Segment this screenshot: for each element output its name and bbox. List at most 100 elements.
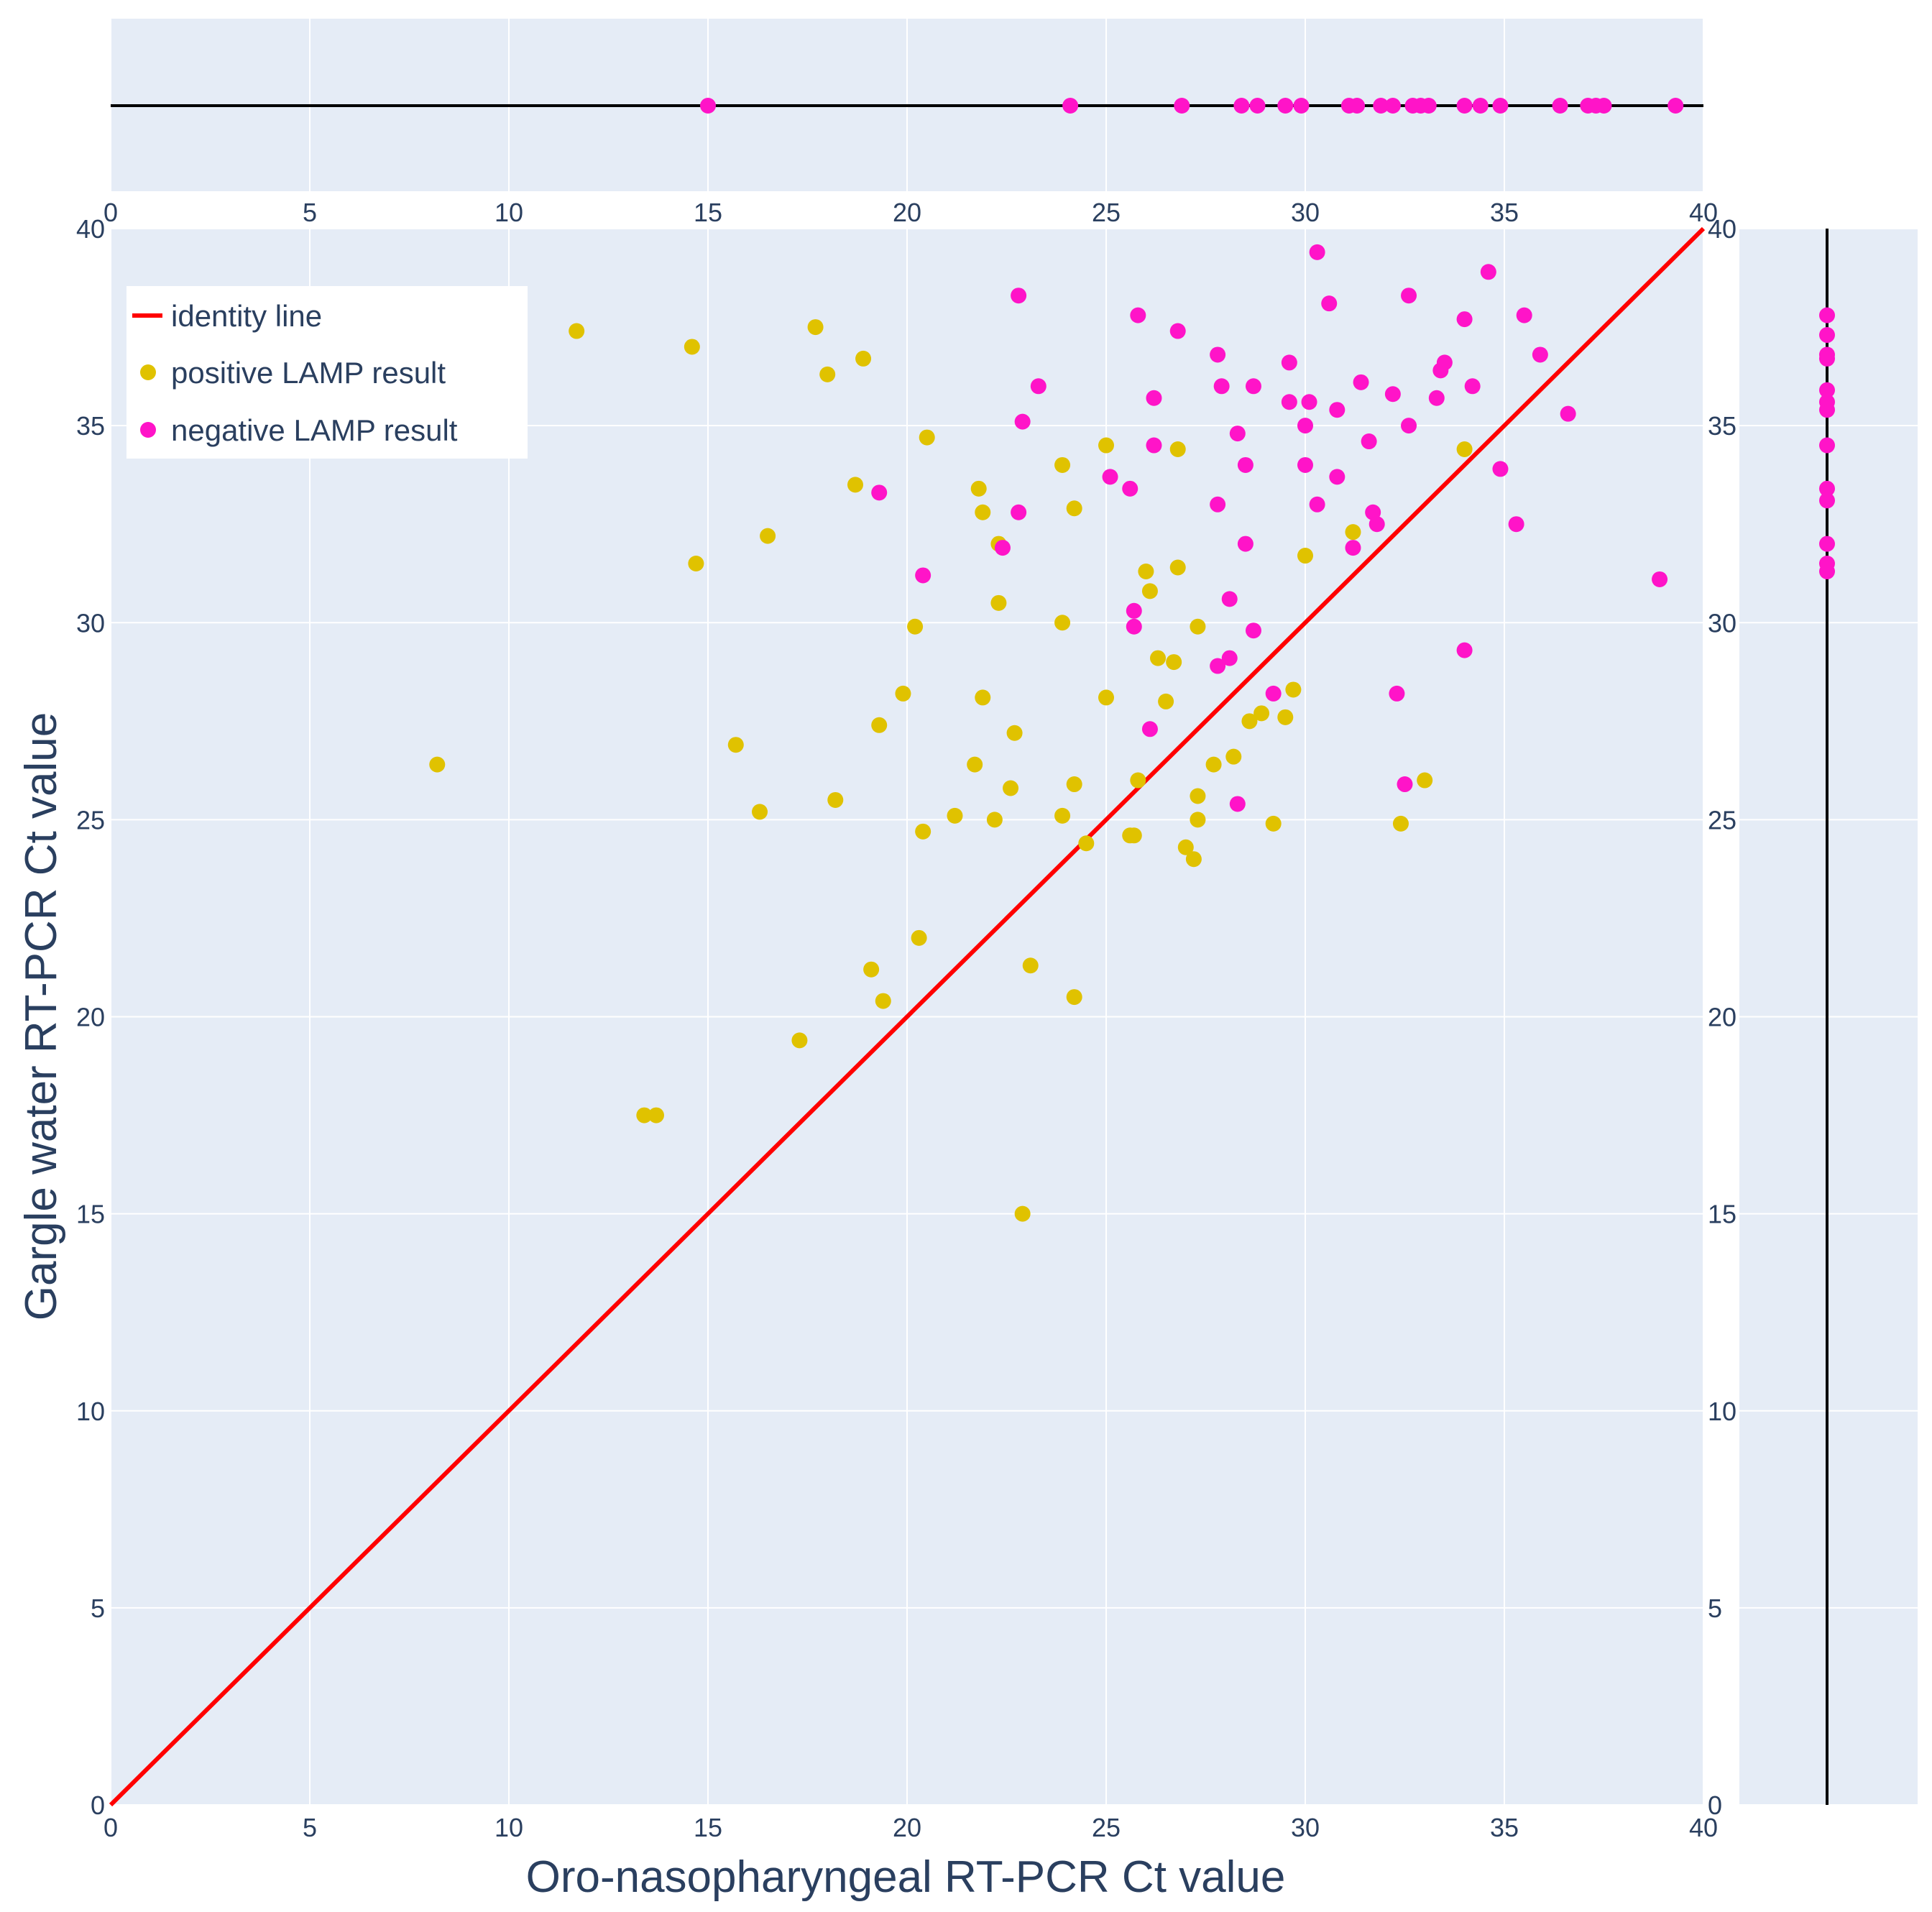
negative-lamp-point (1103, 469, 1118, 484)
negative-lamp-point (1130, 308, 1146, 323)
negative-lamp-point (1222, 651, 1238, 666)
right-y-tick-label: 0 (1708, 1791, 1722, 1820)
right-y-tick-label: 10 (1708, 1397, 1736, 1426)
legend-identity-label: identity line (171, 299, 322, 333)
positive-lamp-point (967, 757, 983, 773)
negative-lamp-point (1492, 461, 1508, 477)
negative-lamp-point (1142, 721, 1158, 737)
negative-lamp-point (1329, 402, 1345, 418)
right-y-tick-label: 40 (1708, 214, 1736, 244)
top-rug-point (1293, 98, 1309, 114)
negative-lamp-point (1126, 603, 1142, 619)
right-y-tick-label: 5 (1708, 1594, 1722, 1623)
positive-lamp-point (1126, 827, 1142, 843)
positive-lamp-point (1170, 441, 1186, 457)
y-tick-label: 20 (76, 1003, 105, 1032)
right-rug-point (1819, 346, 1835, 362)
negative-lamp-point (1210, 346, 1225, 362)
positive-lamp-point (569, 323, 584, 339)
positive-lamp-point (1150, 651, 1166, 666)
right-rug-point (1819, 438, 1835, 454)
positive-lamp-point (1190, 619, 1205, 635)
y-tick-label: 10 (76, 1397, 105, 1426)
right-y-tick-label: 35 (1708, 411, 1736, 441)
right-y-tick-label: 15 (1708, 1200, 1736, 1229)
right-rug-panel (1739, 229, 1918, 1805)
positive-lamp-point (1158, 694, 1174, 709)
positive-lamp-point (1285, 681, 1301, 697)
x-tick-label: 15 (694, 1813, 722, 1842)
right-y-tick-label: 20 (1708, 1003, 1736, 1032)
positive-lamp-point (1166, 654, 1182, 670)
negative-lamp-point (1310, 497, 1325, 513)
positive-lamp-point (987, 812, 1003, 827)
y-tick-label: 30 (76, 608, 105, 638)
top-rug-point (1250, 98, 1266, 114)
positive-lamp-point (688, 556, 704, 571)
negative-lamp-point (1146, 390, 1162, 406)
y-tick-label: 15 (76, 1200, 105, 1229)
right-rug-point (1819, 481, 1835, 497)
positive-lamp-point (752, 804, 768, 819)
positive-lamp-point (863, 962, 879, 978)
negative-lamp-point (1437, 354, 1453, 370)
y-tick-label: 5 (91, 1594, 105, 1623)
top-rug-point (1421, 98, 1437, 114)
legend-positive-swatch (140, 364, 156, 380)
positive-lamp-point (915, 824, 931, 840)
positive-lamp-point (975, 689, 990, 705)
positive-lamp-point (760, 528, 776, 544)
positive-lamp-point (1225, 749, 1241, 765)
y-tick-label: 25 (76, 805, 105, 835)
negative-lamp-point (1146, 438, 1162, 454)
negative-lamp-point (1122, 481, 1138, 497)
negative-lamp-point (1015, 414, 1031, 430)
positive-lamp-point (847, 477, 863, 492)
negative-lamp-point (1230, 796, 1246, 812)
positive-lamp-point (871, 717, 887, 733)
legend: identity line positive LAMP result negat… (126, 286, 528, 459)
negative-lamp-point (1457, 311, 1473, 327)
top-rug-point (1349, 98, 1365, 114)
x-tick-label: 35 (1490, 1813, 1519, 1842)
right-rug-point (1819, 308, 1835, 323)
positive-lamp-point (827, 792, 843, 808)
positive-lamp-point (808, 319, 824, 335)
positive-lamp-point (1393, 816, 1409, 832)
negative-lamp-point (1401, 288, 1417, 303)
right-rug-point (1819, 536, 1835, 552)
y-tick-label: 35 (76, 411, 105, 441)
positive-lamp-point (875, 993, 891, 1009)
top-rug-point (1552, 98, 1568, 114)
top-rug-tick-label: 30 (1291, 198, 1320, 227)
positive-lamp-point (1206, 757, 1222, 773)
negative-lamp-point (1361, 433, 1377, 449)
positive-lamp-point (1190, 812, 1205, 827)
positive-lamp-point (429, 757, 445, 773)
legend-positive-label: positive LAMP result (171, 356, 446, 390)
negative-lamp-point (1011, 288, 1026, 303)
negative-lamp-point (1652, 571, 1668, 587)
positive-lamp-point (1297, 548, 1313, 564)
right-y-axis-tick-labels: 0 5 10 15 20 25 30 35 40 (1708, 214, 1736, 1820)
top-rug-point (700, 98, 716, 114)
positive-lamp-point (1130, 773, 1146, 789)
negative-lamp-point (1238, 536, 1254, 552)
negative-lamp-point (1222, 591, 1238, 607)
top-rug-point (1596, 98, 1612, 114)
legend-negative-label: negative LAMP result (171, 413, 458, 447)
negative-lamp-point (1532, 346, 1548, 362)
x-tick-label: 5 (303, 1813, 317, 1842)
negative-lamp-point (1321, 295, 1337, 311)
positive-lamp-point (1345, 524, 1361, 540)
positive-lamp-point (1457, 441, 1473, 457)
top-rug-point (1492, 98, 1508, 114)
positive-lamp-point (1254, 705, 1269, 721)
positive-lamp-point (990, 595, 1006, 611)
positive-lamp-point (791, 1032, 807, 1048)
negative-lamp-point (1210, 497, 1225, 513)
top-rug-point (1385, 98, 1401, 114)
top-rug-tick-label: 25 (1092, 198, 1121, 227)
positive-lamp-point (947, 808, 962, 824)
positive-lamp-point (684, 339, 700, 354)
